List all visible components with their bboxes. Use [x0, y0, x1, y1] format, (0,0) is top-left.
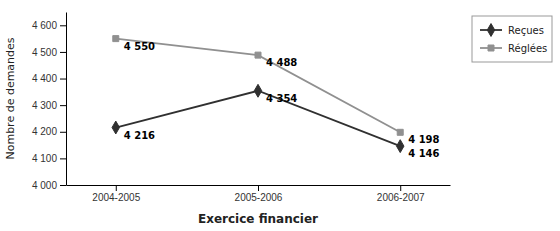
legend-label: Reçues — [508, 25, 544, 36]
y-tick: 4 500 — [32, 47, 66, 58]
series-marker — [254, 84, 261, 97]
marks — [112, 36, 404, 153]
legend-label: Réglées — [508, 43, 547, 54]
series-marker — [255, 52, 261, 58]
data-label: 4 146 — [408, 148, 439, 159]
data-label: 4 550 — [124, 41, 155, 52]
legend-item: Reçues — [480, 24, 544, 37]
data-label: 4 198 — [408, 134, 439, 145]
y-axis-title: Nombre de demandes — [4, 37, 17, 159]
y-tick-mark — [60, 105, 66, 106]
y-tick-mark — [60, 52, 66, 53]
y-axis-line — [66, 13, 67, 186]
series-marker — [113, 36, 119, 42]
y-tick-mark — [60, 185, 66, 186]
x-tick-label: 2004-2005 — [92, 192, 140, 203]
y-tick-label: 4 100 — [32, 153, 57, 164]
data-labels: 4 216 4 354 4 146 4 550 4 488 4 198 — [124, 41, 440, 160]
y-tick-label: 4 400 — [32, 73, 57, 84]
x-axis-title: Exercice financier — [198, 212, 318, 226]
x-tick: 2004-2005 — [92, 185, 140, 203]
data-label: 4 354 — [266, 93, 297, 104]
series-line — [116, 39, 400, 133]
legend: Reçues Réglées — [472, 16, 552, 62]
x-tick-mark — [258, 185, 259, 191]
y-tick-mark — [60, 158, 66, 159]
y-tick: 4 200 — [32, 126, 66, 137]
x-tick-label: 2005-2006 — [235, 192, 283, 203]
y-tick: 4 600 — [32, 20, 66, 31]
legend-item: Réglées — [480, 43, 547, 54]
legend-box — [472, 16, 552, 62]
series-marker — [397, 129, 403, 135]
y-tick: 4 000 — [32, 180, 66, 191]
x-tick-mark — [116, 185, 117, 191]
y-tick: 4 300 — [32, 100, 66, 111]
plot: 4 000 4 100 4 200 4 300 4 400 4 500 4 600 2004-… — [32, 13, 451, 204]
x-tick: 2005-2006 — [235, 185, 283, 203]
data-label: 4 216 — [124, 130, 155, 141]
legend-marker — [487, 24, 494, 37]
y-tick-mark — [60, 25, 66, 26]
y-tick-label: 4 200 — [32, 126, 57, 137]
y-tick-label: 4 500 — [32, 47, 57, 58]
x-tick-label: 2006-2007 — [377, 192, 425, 203]
y-tick: 4 400 — [32, 73, 66, 84]
x-tick: 2006-2007 — [377, 185, 425, 203]
y-tick-label: 4 000 — [32, 180, 57, 191]
x-tick-mark — [400, 185, 401, 191]
y-tick: 4 100 — [32, 153, 66, 164]
y-tick-mark — [60, 132, 66, 133]
series-marker — [397, 140, 404, 153]
series-line — [116, 91, 400, 146]
x-axis: 2004-2005 2005-2006 2006-2007 — [67, 185, 451, 203]
y-tick-label: 4 300 — [32, 100, 57, 111]
legend-marker — [488, 45, 494, 51]
y-tick-label: 4 600 — [32, 20, 57, 31]
data-label: 4 488 — [266, 57, 297, 68]
y-axis: 4 000 4 100 4 200 4 300 4 400 4 500 4 600 — [32, 13, 67, 191]
y-tick-mark — [60, 79, 66, 80]
series-marker — [112, 121, 119, 134]
chart: 4 000 4 100 4 200 4 300 4 400 4 500 4 600 2004-… — [0, 0, 560, 231]
